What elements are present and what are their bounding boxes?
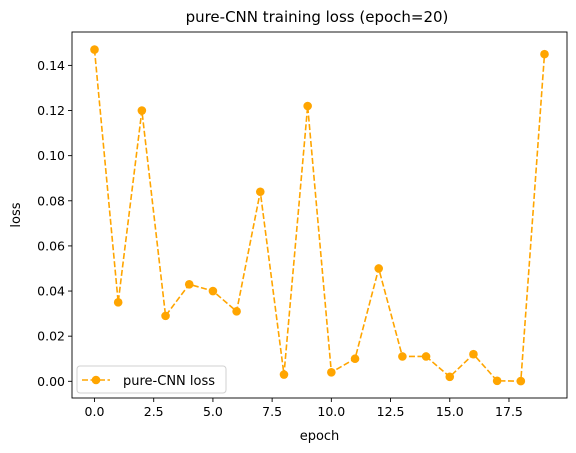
y-tick-label: 0.04 (37, 284, 65, 299)
data-point (161, 311, 170, 321)
x-tick-label: 17.5 (495, 404, 523, 419)
data-point (255, 187, 265, 197)
series-layer (90, 45, 549, 386)
data-point (540, 49, 549, 59)
chart-title: pure-CNN training loss (epoch=20) (186, 8, 449, 26)
legend-label: pure-CNN loss (123, 374, 215, 389)
data-point (303, 101, 312, 111)
y-tick-label: 0.06 (37, 238, 65, 253)
x-tick-label: 12.5 (377, 404, 405, 419)
data-point (90, 45, 99, 54)
x-tick-label: 15.0 (436, 404, 464, 419)
y-axis-label: loss (9, 202, 24, 227)
legend: pure-CNN loss (76, 365, 227, 394)
x-axis-label: epoch (300, 429, 340, 444)
data-point (421, 352, 431, 361)
y-tick-label: 0.14 (37, 58, 65, 73)
data-point (137, 106, 147, 115)
plot-area (72, 32, 567, 398)
y-tick-label: 0.10 (37, 148, 65, 163)
y-tick-label: 0.12 (37, 103, 65, 118)
x-tick-label: 2.5 (144, 404, 164, 419)
data-point (327, 367, 336, 377)
x-tick-label: 0.0 (85, 404, 105, 419)
data-point (469, 349, 478, 359)
data-point (232, 307, 241, 316)
y-tick-label: 0.00 (37, 374, 65, 389)
y-tick-label: 0.02 (37, 329, 65, 344)
data-point (113, 298, 123, 307)
data-point (350, 354, 360, 364)
x-tick-label: 7.5 (262, 404, 282, 419)
series-line (93, 49, 546, 382)
data-point (516, 376, 526, 386)
data-point (398, 352, 407, 361)
x-axis-ticks: 0.0 2.5 5.0 7.5 10.0 12.5 15.0 17.5 (85, 398, 523, 419)
data-point (492, 376, 502, 386)
data-point (374, 264, 384, 273)
legend-frame (76, 365, 227, 394)
data-point (279, 370, 289, 379)
data-point (208, 286, 218, 296)
y-tick-label: 0.08 (37, 193, 65, 208)
y-axis-ticks: 0.00 0.02 0.04 0.06 0.08 0.10 0.12 0.14 (37, 58, 72, 389)
x-tick-label: 10.0 (317, 404, 345, 419)
legend-marker (91, 375, 101, 385)
data-point (184, 279, 194, 289)
data-point (445, 372, 455, 382)
plot-frame (71, 31, 568, 399)
x-tick-label: 5.0 (203, 404, 223, 419)
